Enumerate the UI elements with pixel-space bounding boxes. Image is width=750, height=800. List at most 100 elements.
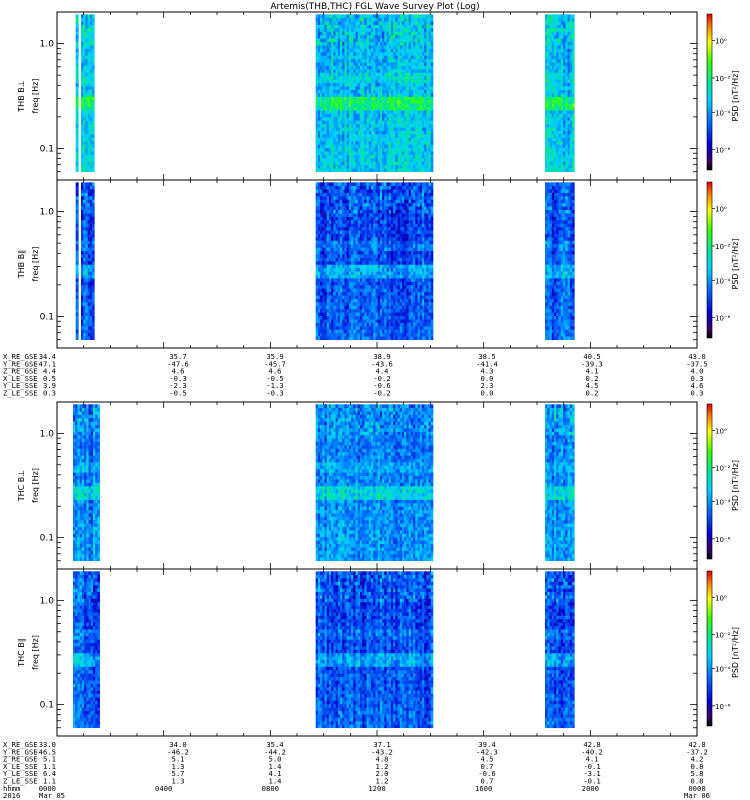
spectrogram-cell [368,168,372,172]
spectrogram-cell [406,168,409,172]
spectrogram-cell [404,168,407,172]
spectrogram-cell [357,127,361,131]
spectrogram-cell [317,196,321,200]
spectrogram-cell [331,254,334,258]
spectrogram-cell [415,96,418,101]
spectrogram-cell [426,38,429,42]
spectrogram-cell [364,319,367,323]
spectrogram-cell [377,147,381,152]
spectrogram-cell [357,14,361,19]
spectrogram-cell [340,284,343,289]
spectrogram-cell [342,55,345,60]
spectrogram-cell [83,206,86,210]
spectrogram-cell [353,86,356,90]
spectrogram-cell [565,147,568,152]
spectrogram-cell [83,237,86,241]
spectrogram-cell [342,196,345,200]
spectrogram-cell [549,164,553,169]
spectrogram-cell [85,281,88,286]
spectrogram-cell [424,24,427,29]
spectrogram-cell [364,223,367,228]
spectrogram-cell [337,202,341,207]
spectrogram-cell [85,216,88,221]
spectrogram-cell [371,69,374,73]
spectrogram-cell [359,103,363,107]
spectrogram-cell [554,41,557,46]
spectrogram-cell [317,147,321,152]
spectrogram-cell [421,154,425,159]
spectrogram-cell [388,127,392,131]
spectrogram-cell [87,291,91,296]
spectrogram-cell [359,336,363,340]
spectrogram-cell [353,312,356,317]
spectrogram-cell [328,48,332,53]
spectrogram-cell [406,79,409,84]
spectrogram-cell [333,34,336,39]
spectrogram-cell [426,96,429,101]
spectrogram-cell [419,62,423,66]
spectrogram-cell [560,158,564,162]
spectrogram-cell [384,89,387,94]
spectrogram-cell [430,89,434,94]
spectrogram-cell [92,45,95,49]
spectrogram-cell [556,34,559,39]
spectrogram-cell [399,164,403,169]
spectrogram-cell [83,295,86,299]
spectrogram-cell [359,158,363,162]
spectrogram-cell [430,93,434,97]
spectrogram-cell [92,315,95,320]
spectrogram-cell [569,28,573,32]
spectrogram-cell [357,93,361,97]
spectrogram-cell [558,110,562,114]
spectrogram-cell [320,34,323,39]
spectrogram-cell [326,106,330,111]
spectrogram-cell [81,267,84,272]
spectrogram-cell [324,154,328,159]
spectrogram-cell [317,48,321,53]
spectrogram-cell [322,144,325,149]
spectrogram-cell [430,58,434,63]
spectrogram-cell [397,137,401,142]
spectrogram-cell [331,58,334,63]
spectrogram-cell [406,82,409,87]
spectrogram-cell [406,140,409,145]
spectrogram-cell [551,103,555,107]
spectrogram-cell [426,106,429,111]
spectrogram-cell [371,240,374,245]
spectrogram-cell [87,151,91,155]
spectrogram-cell [81,154,84,159]
spectrogram-cell [355,24,359,29]
spectrogram-cell [375,72,378,77]
spectrogram-cell [81,106,84,111]
spectrogram-cell [368,326,372,330]
spectrogram-cell [382,151,385,155]
spectrogram-cell [371,274,374,279]
spectrogram-cell [547,55,550,60]
spectrogram-cell [351,230,354,234]
spectrogram-cell [324,226,328,231]
spectrogram-cell [333,144,336,149]
spectrogram-cell [344,116,347,121]
spectrogram-cell [81,288,84,293]
spectrogram-cell [346,113,350,118]
spectrogram-cell [384,72,387,77]
spectrogram-cell [371,237,374,241]
spectrogram-cell [393,45,396,49]
spectrogram-cell [344,96,347,101]
spectrogram-cell [317,110,321,114]
spectrogram-cell [89,31,93,36]
spectrogram-cell [362,96,365,101]
spectrogram-cell [342,298,345,303]
spectrogram-cell [81,312,84,317]
spectrogram-cell [81,127,84,131]
spectrogram-cell [87,120,91,125]
spectrogram-cell [547,86,550,90]
spectrogram-cell [415,140,418,145]
spectrogram-cell [404,99,407,104]
spectrogram-cell [89,216,93,221]
spectrogram-cell [560,120,564,125]
spectrogram-cell [554,110,557,114]
spectrogram-cell [408,147,412,152]
spectrogram-cell [335,55,339,60]
spectrogram-cell [346,21,350,25]
